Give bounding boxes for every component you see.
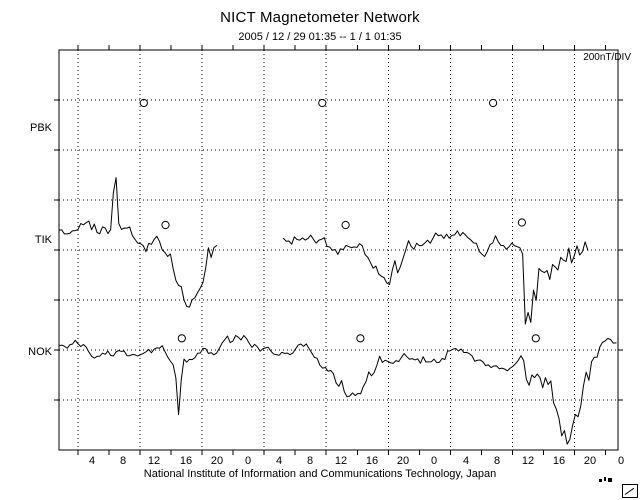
x-tick-label: 0 — [430, 455, 438, 467]
x-tick-label: 20 — [210, 455, 224, 467]
event-marker-tik — [341, 220, 350, 230]
event-marker-pbk — [489, 98, 498, 108]
event-marker-tik — [517, 218, 527, 227]
station-label-nok: NOK — [28, 346, 52, 358]
event-markers — [139, 98, 540, 343]
scale-annotation: 200nT/DIV — [583, 52, 631, 63]
time-range-subtitle: 2005 / 12 / 29 01:35 -- 1 / 1 01:35 — [238, 31, 402, 43]
artifact-speck-a — [599, 479, 602, 482]
x-tick-label: 12 — [521, 455, 535, 467]
x-tick-label: 20 — [396, 455, 410, 467]
page-title: NICT Magnetometer Network — [220, 9, 420, 26]
x-tick-label: 12 — [147, 455, 161, 467]
plot-frame — [58, 49, 619, 451]
x-tick-label: 4 — [275, 455, 283, 467]
x-tick-label: 4 — [462, 455, 470, 467]
event-marker-pbk — [318, 98, 327, 108]
axis-ticks — [54, 45, 623, 455]
x-tick-label: 4 — [88, 455, 96, 467]
x-tick-label: 8 — [493, 455, 501, 467]
x-tick-label: 16 — [179, 455, 193, 467]
x-tick-label: 12 — [334, 455, 348, 467]
event-marker-nok — [531, 334, 540, 343]
resize-corner-icon[interactable] — [622, 484, 638, 498]
x-tick-label: 16 — [365, 455, 379, 467]
x-tick-label: 0 — [617, 455, 625, 467]
x-tick-label: 8 — [306, 455, 314, 467]
station-label-pbk: PBK — [29, 122, 52, 134]
event-marker-pbk — [139, 98, 148, 108]
event-marker-nok — [177, 334, 186, 343]
trace-nok — [58, 334, 617, 445]
credit-footer: National Institute of Information and Co… — [143, 468, 497, 480]
grid-lines — [59, 50, 618, 450]
x-tick-label: 20 — [583, 455, 597, 467]
station-label-tik: TIK — [34, 234, 52, 246]
x-tick-label: 8 — [119, 455, 127, 467]
trace-tik — [283, 230, 589, 325]
artifact-speck-c — [608, 478, 612, 482]
event-marker-tik — [161, 220, 170, 230]
event-marker-nok — [356, 334, 365, 343]
trace-lines — [58, 177, 617, 445]
artifact-speck-b — [604, 477, 606, 481]
x-tick-label: 0 — [244, 455, 252, 467]
trace-tik — [58, 177, 218, 308]
x-tick-label: 16 — [552, 455, 566, 467]
